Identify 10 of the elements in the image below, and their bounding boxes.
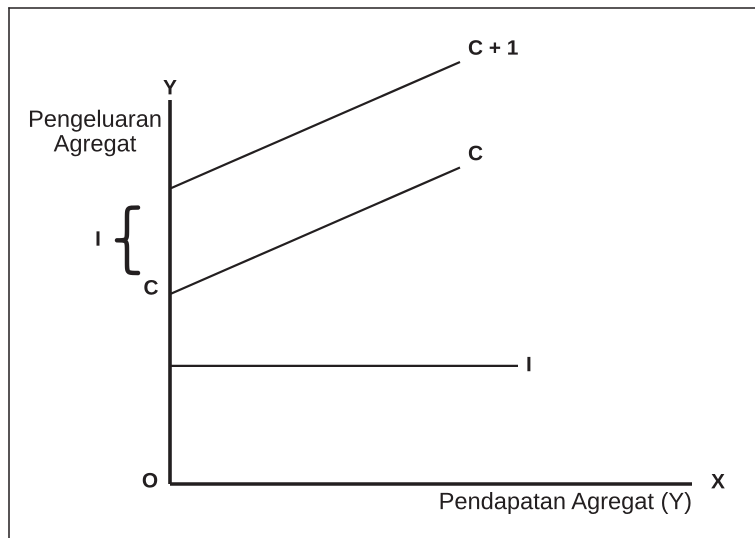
text: I [96, 231, 100, 246]
annotation: Y [163, 80, 177, 94]
series-label: C [468, 146, 482, 160]
series-label: C + 1 [468, 40, 518, 55]
y-axis-title: Pengeluaran Agregat [30, 110, 160, 156]
x-axis-title: Pendapatan Agregat (Y) [440, 492, 691, 514]
text: X [711, 474, 725, 488]
text: C [144, 280, 158, 295]
series-label: I [527, 356, 530, 372]
text: O [142, 472, 158, 488]
